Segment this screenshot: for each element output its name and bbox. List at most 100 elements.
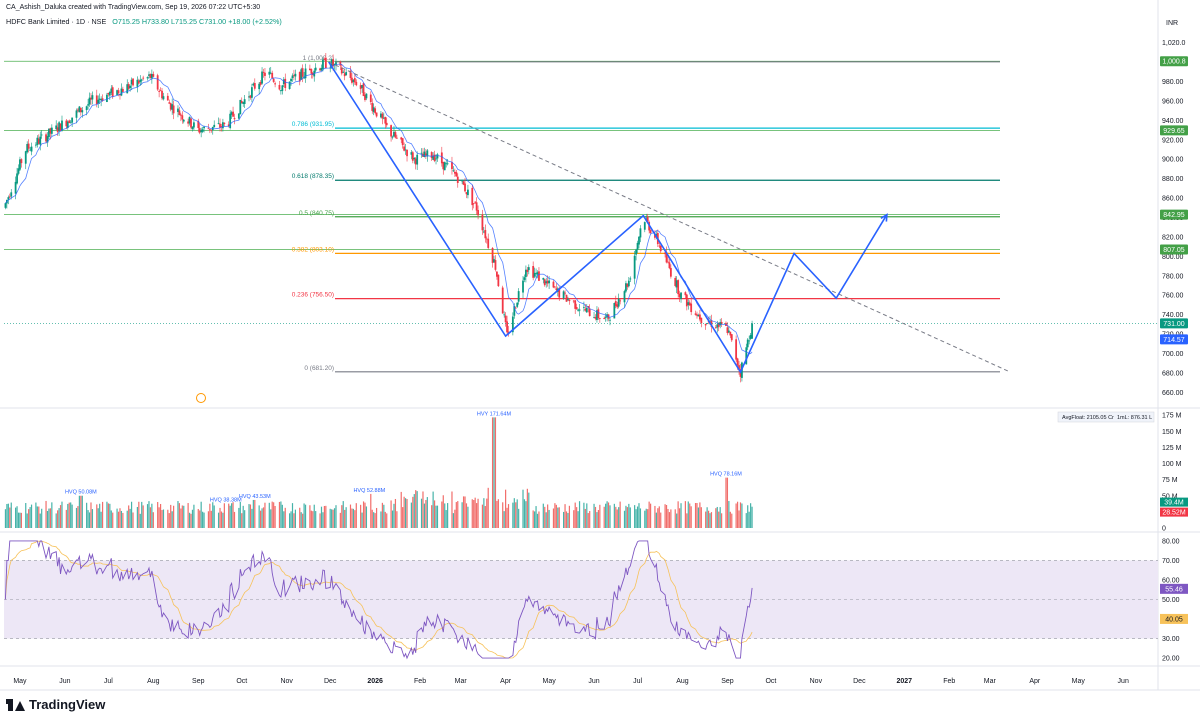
volume-bar xyxy=(381,502,383,528)
price-tick-label: 960.00 xyxy=(1162,98,1184,105)
volume-bar xyxy=(46,510,49,528)
candle-body xyxy=(262,72,265,73)
candle-body xyxy=(485,238,488,240)
volume-bar xyxy=(365,506,368,528)
volume-bar xyxy=(151,503,153,528)
volume-bar xyxy=(181,505,183,528)
volume-bar xyxy=(538,511,540,528)
candle-body xyxy=(323,58,326,60)
volume-bar xyxy=(648,501,650,528)
volume-annotation: HVQ 50.08M xyxy=(65,490,97,496)
volume-bar xyxy=(262,507,265,528)
candle-body xyxy=(198,128,201,133)
volume-bar xyxy=(736,501,739,528)
volume-bar xyxy=(270,509,272,528)
volume-bar xyxy=(158,507,160,528)
candle-body xyxy=(393,131,395,137)
volume-bar xyxy=(557,507,559,528)
symbol-name[interactable]: HDFC Bank Limited · 1D · NSE xyxy=(6,17,107,26)
candle-body xyxy=(324,57,327,69)
volume-bar xyxy=(607,502,610,528)
one-ml-label: 1mL: 876.31 L xyxy=(1117,415,1152,421)
candle-body xyxy=(85,106,88,111)
candle-body xyxy=(432,156,435,160)
volume-bar xyxy=(606,501,608,528)
volume-bar xyxy=(658,506,660,528)
event-marker-icon xyxy=(196,393,206,403)
volume-bar xyxy=(251,508,253,528)
volume-bar xyxy=(239,501,241,528)
volume-bar xyxy=(447,503,449,528)
candle-body xyxy=(229,113,232,128)
volume-bar xyxy=(654,505,656,528)
candle-body xyxy=(523,277,526,280)
candle-body xyxy=(545,281,548,284)
volume-bar xyxy=(563,511,565,528)
volume-bar xyxy=(374,513,376,528)
volume-bar xyxy=(223,503,225,528)
volume-bar xyxy=(576,507,578,528)
candle-body xyxy=(127,84,130,89)
rsi-tick-label: 50.00 xyxy=(1162,597,1180,604)
volume-bar xyxy=(426,497,428,528)
candle-body xyxy=(726,327,729,334)
price-label-box xyxy=(1160,334,1188,345)
candle-body xyxy=(748,340,751,342)
candle-body xyxy=(455,172,458,177)
candle-body xyxy=(182,119,185,122)
candle-body xyxy=(61,120,63,131)
volume-bar xyxy=(7,503,9,528)
candle-body xyxy=(17,168,20,174)
candle-body xyxy=(517,291,520,302)
candle-body xyxy=(121,88,124,92)
candle-body xyxy=(684,292,687,296)
candle-body xyxy=(301,68,304,77)
candle-body xyxy=(364,94,366,101)
volume-bar xyxy=(597,510,599,528)
candle-body xyxy=(26,144,29,153)
volume-bar xyxy=(544,506,546,528)
candle-body xyxy=(658,245,661,247)
volume-bar xyxy=(552,508,555,528)
candle-body xyxy=(667,261,669,263)
price-tick-label: 760.00 xyxy=(1162,293,1184,300)
candle-body xyxy=(639,228,642,238)
volume-bar xyxy=(219,507,221,528)
volume-bar xyxy=(119,508,121,528)
volume-bar xyxy=(362,501,365,528)
volume-bar xyxy=(477,498,479,528)
volume-bar xyxy=(177,501,179,528)
candle-body xyxy=(558,288,561,298)
volume-bar xyxy=(91,509,94,528)
candle-body xyxy=(230,112,233,115)
volume-tick-label: 125 M xyxy=(1162,445,1182,452)
volume-bar xyxy=(735,503,737,528)
volume-bar xyxy=(676,513,678,528)
volume-bar xyxy=(402,507,404,528)
volume-bar xyxy=(197,508,199,528)
candle-body xyxy=(71,117,74,123)
volume-bar xyxy=(696,502,698,528)
volume-bar xyxy=(522,489,524,528)
volume-bar xyxy=(187,503,189,528)
volume-bar xyxy=(329,508,331,528)
candle-body xyxy=(253,82,256,89)
volume-bar xyxy=(462,496,465,528)
candle-body xyxy=(582,306,585,308)
tradingview-brand[interactable]: TradingView xyxy=(6,697,105,712)
candle-body xyxy=(536,272,539,275)
volume-bar xyxy=(371,509,373,528)
volume-bar xyxy=(167,509,169,528)
candle-body xyxy=(59,123,62,131)
volume-bar xyxy=(638,503,640,528)
price-axis-unit: INR xyxy=(1166,20,1178,27)
rsi-ma-label-box xyxy=(1160,613,1188,624)
candle-body xyxy=(178,110,181,116)
fib-level-label: 1 (1,000.2) xyxy=(303,55,334,62)
candle-body xyxy=(81,110,84,113)
candle-body xyxy=(442,161,445,170)
candle-body xyxy=(48,128,50,138)
time-axis-label: Mar xyxy=(455,678,468,685)
candle-body xyxy=(372,107,375,112)
